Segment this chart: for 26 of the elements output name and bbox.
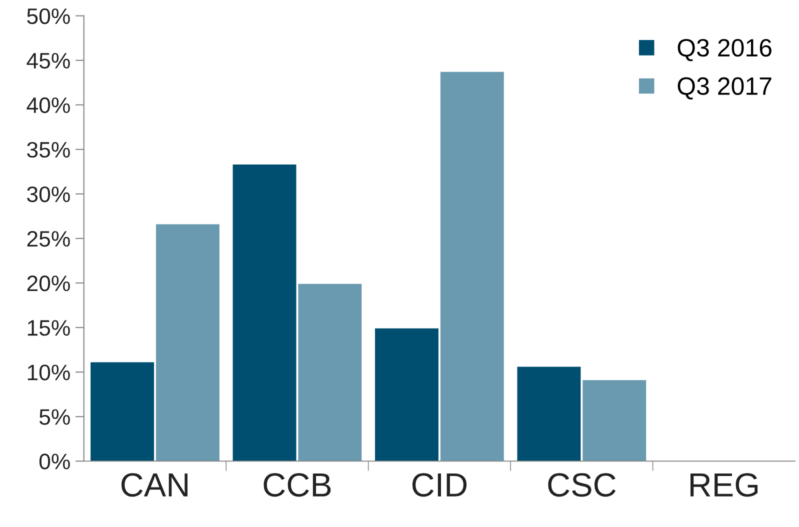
bar <box>517 366 581 462</box>
bar <box>440 72 504 462</box>
y-tick-label: 30% <box>27 186 70 202</box>
x-tick-label: CCB <box>264 473 331 497</box>
legend-label: Q3 2016 <box>678 38 772 62</box>
bar <box>156 224 220 462</box>
x-tick-label: CID <box>412 473 467 497</box>
x-tick-label: REG <box>690 473 758 497</box>
bar <box>582 380 646 462</box>
x-tick-label: CAN <box>122 473 188 497</box>
x-tick-label: CSC <box>548 473 616 497</box>
y-tick-label: 40% <box>26 97 70 114</box>
y-tick-label: 25% <box>27 231 70 247</box>
y-tick-label: 10% <box>28 364 70 380</box>
bar <box>90 362 154 462</box>
y-tick-label: 50% <box>27 8 70 24</box>
y-tick-label: 20% <box>27 276 70 292</box>
legend-label: Q3 2017 <box>678 77 772 100</box>
y-tick-label: 0% <box>39 454 70 470</box>
bar <box>375 328 438 462</box>
bar <box>298 284 362 462</box>
bar <box>232 164 296 462</box>
y-tick-label: 5% <box>39 409 70 425</box>
y-tick-label: 45% <box>26 52 70 69</box>
y-tick-label: 15% <box>28 320 70 336</box>
y-tick-label: 35% <box>27 142 70 158</box>
